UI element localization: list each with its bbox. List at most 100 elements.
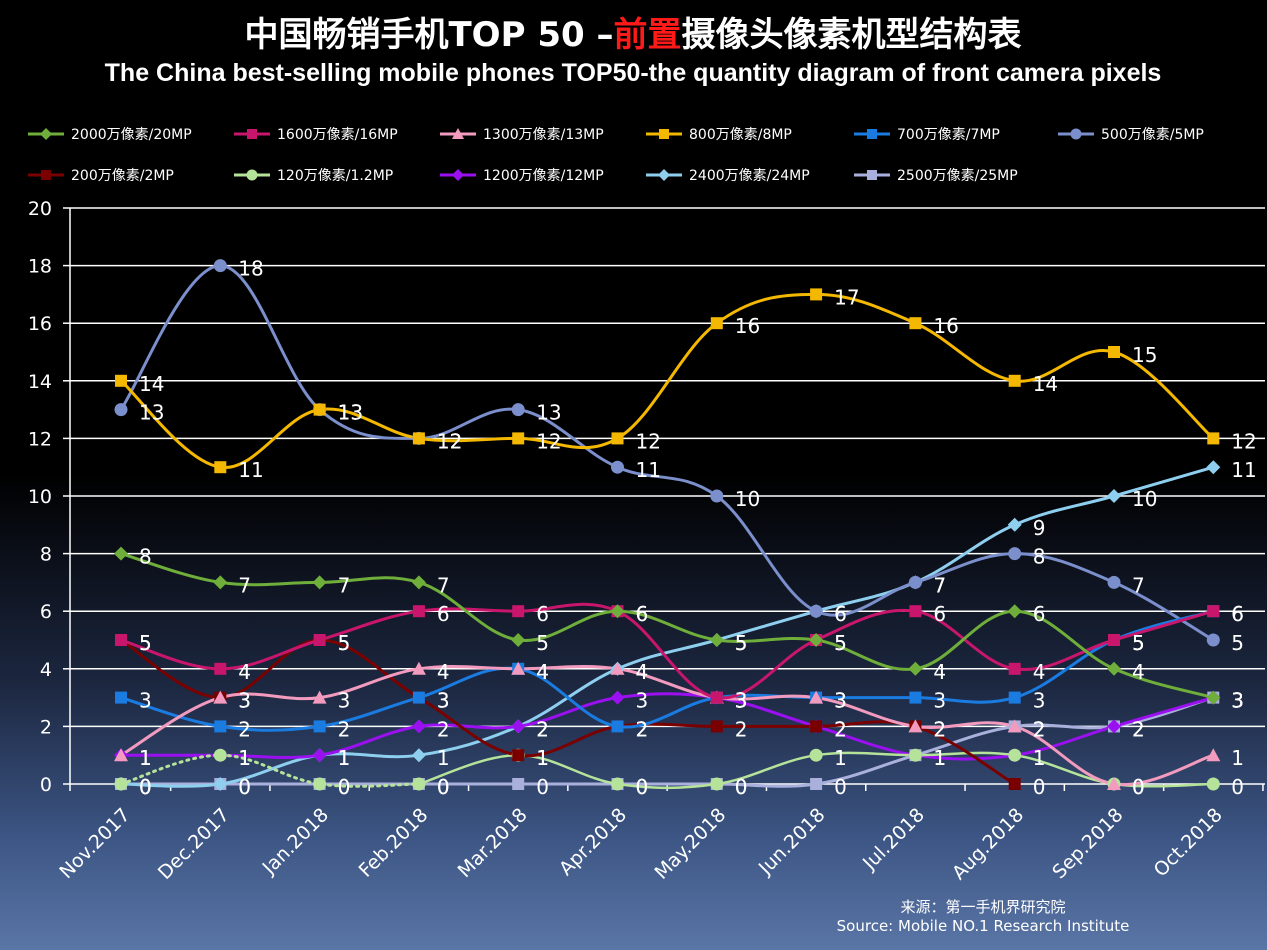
legend-label-24mp: 2400万像素/24MP: [689, 168, 810, 184]
point-16mp-dec-2017: [214, 662, 227, 675]
x-tick-label-feb-2018: Feb.2018: [355, 804, 433, 882]
point-20mp-aug-2018: [1007, 604, 1022, 619]
point-12mp-apr-2018: [610, 690, 625, 705]
data-label-24mp-aug-2018: 9: [1033, 516, 1046, 540]
point-16mp-feb-2018: [412, 605, 425, 618]
x-tick-label-mar-2018: Mar.2018: [454, 804, 532, 882]
series-line-13mp: [120, 665, 1214, 787]
data-label-20mp-sep-2018: 4: [1132, 660, 1145, 684]
chart-title-cn-part-3: 摄像头像素机型结构表: [682, 15, 1022, 55]
point-7mp-jan-2018: [313, 720, 326, 733]
data-label-12mp-dec-2017: 1: [238, 746, 251, 770]
data-label-16mp-feb-2018: 6: [437, 602, 450, 626]
data-label-13mp-dec-2017: 3: [238, 689, 251, 713]
point-5mp-apr-2018: [611, 460, 624, 474]
point-1-2mp-jul-2018: [908, 748, 922, 762]
legend: 2000万像素/20MP 1600万像素/16MP 1300万像素/13MP 800万…: [28, 127, 1204, 184]
point-5mp-jun-2018: [809, 604, 823, 618]
data-label-24mp-jan-2018: 1: [338, 746, 351, 770]
point-7mp-dec-2017: [214, 720, 227, 733]
point-20mp-mar-2018: [511, 633, 526, 647]
data-label-12mp-jun-2018: 2: [834, 717, 847, 741]
legend-item-2mp: 200万像素/2MP: [28, 168, 174, 184]
point-20mp-nov-2017: [114, 546, 128, 561]
series-line-20mp: [120, 552, 1214, 700]
legend-label-8mp: 800万像素/8MP: [689, 127, 792, 143]
data-label-7mp-jul-2018: 3: [933, 689, 946, 713]
point-5mp-may-2018: [710, 489, 724, 503]
data-label-2mp-mar-2018: 1: [536, 746, 549, 770]
source-en: Source: Mobile NO.1 Research Institute: [837, 917, 1130, 935]
point-16mp-oct-2018: [1207, 605, 1220, 618]
point-7mp-feb-2018: [412, 691, 425, 704]
data-label-20mp-dec-2017: 7: [238, 573, 251, 597]
data-label-13mp-apr-2018: 4: [636, 660, 649, 684]
point-13mp-jan-2018: [312, 690, 327, 704]
data-label-13mp-feb-2018: 4: [437, 660, 450, 684]
y-tick-label-14: 14: [28, 371, 52, 393]
data-label-12mp-aug-2018: 1: [1033, 746, 1046, 770]
point-1-2mp-jan-2018: [313, 777, 327, 791]
point-16mp-aug-2018: [1008, 662, 1021, 675]
data-label-13mp-may-2018: 3: [735, 689, 748, 713]
point-1-2mp-oct-2018: [1206, 777, 1220, 791]
chart-title-cn-part-red: 前置: [614, 15, 682, 55]
data-label-24mp-nov-2017: 0: [139, 775, 152, 799]
y-tick-label-6: 6: [40, 601, 52, 623]
point-1-2mp-aug-2018: [1008, 748, 1022, 762]
data-label-2mp-nov-2017: 5: [139, 631, 152, 655]
series-line-8mp: [120, 292, 1215, 469]
data-label-1-2mp-oct-2018: 0: [1231, 775, 1244, 799]
data-label-2mp-dec-2017: 3: [238, 689, 251, 713]
data-label-12mp-nov-2017: 1: [139, 746, 152, 770]
data-label-24mp-oct-2018: 11: [1231, 458, 1256, 482]
x-tick-label-jun-2018: Jun.2018: [754, 804, 830, 880]
point-1-2mp-dec-2017: [213, 748, 227, 762]
data-label-20mp-jun-2018: 5: [834, 631, 847, 655]
legend-label-20mp: 2000万像素/20MP: [71, 127, 192, 143]
data-label-7mp-dec-2017: 2: [238, 717, 251, 741]
data-label-13mp-sep-2018: 0: [1132, 775, 1145, 799]
data-label-16mp-jul-2018: 6: [933, 602, 946, 626]
data-label-8mp-apr-2018: 12: [636, 429, 661, 453]
data-label-5mp-apr-2018: 11: [636, 458, 661, 482]
data-label-24mp-apr-2018: 4: [636, 660, 649, 684]
data-label-16mp-nov-2017: 5: [139, 631, 152, 655]
legend-marker-24mp: [658, 169, 670, 181]
data-label-2mp-jul-2018: 2: [933, 717, 946, 741]
data-label-24mp-jun-2018: 6: [834, 602, 847, 626]
data-label-5mp-jun-2018: 6: [834, 602, 847, 626]
legend-marker-5mp: [1070, 128, 1082, 140]
x-tick-label-sep-2018: Sep.2018: [1048, 804, 1127, 883]
point-12mp-sep-2018: [1107, 719, 1121, 734]
y-tick-label-4: 4: [40, 659, 52, 681]
point-13mp-mar-2018: [511, 661, 526, 675]
y-tick-label-12: 12: [28, 428, 52, 450]
x-tick-label-aug-2018: Aug.2018: [948, 804, 1028, 884]
chart-title-cn: 中国畅销手机TOP 50 –前置摄像头像素机型结构表: [244, 15, 1021, 55]
data-label-24mp-jul-2018: 7: [933, 573, 946, 597]
legend-label-7mp: 700万像素/7MP: [897, 127, 1000, 143]
data-label-13mp-mar-2018: 4: [536, 660, 549, 684]
data-label-20mp-apr-2018: 6: [636, 602, 649, 626]
data-label-24mp-mar-2018: 2: [536, 717, 549, 741]
point-1-2mp-jun-2018: [809, 748, 823, 762]
legend-label-16mp: 1600万像素/16MP: [277, 127, 398, 143]
data-label-13mp-jul-2018: 2: [933, 717, 946, 741]
data-label-8mp-mar-2018: 12: [536, 429, 561, 453]
point-20mp-feb-2018: [411, 575, 426, 590]
point-12mp-mar-2018: [511, 719, 526, 734]
series-line-7mp: [120, 609, 1214, 732]
data-label-5mp-may-2018: 10: [735, 487, 760, 511]
point-20mp-dec-2017: [213, 575, 228, 590]
data-label-1-2mp-feb-2018: 0: [437, 775, 450, 799]
data-label-5mp-jan-2018: 13: [338, 401, 363, 425]
data-label-8mp-may-2018: 16: [735, 314, 760, 338]
data-label-12mp-feb-2018: 2: [437, 717, 450, 741]
data-label-16mp-sep-2018: 5: [1132, 631, 1145, 655]
data-label-16mp-jun-2018: 5: [834, 631, 847, 655]
point-8mp-feb-2018: [412, 432, 425, 445]
data-label-1-2mp-mar-2018: 1: [536, 746, 549, 770]
point-8mp-dec-2017: [214, 461, 227, 474]
